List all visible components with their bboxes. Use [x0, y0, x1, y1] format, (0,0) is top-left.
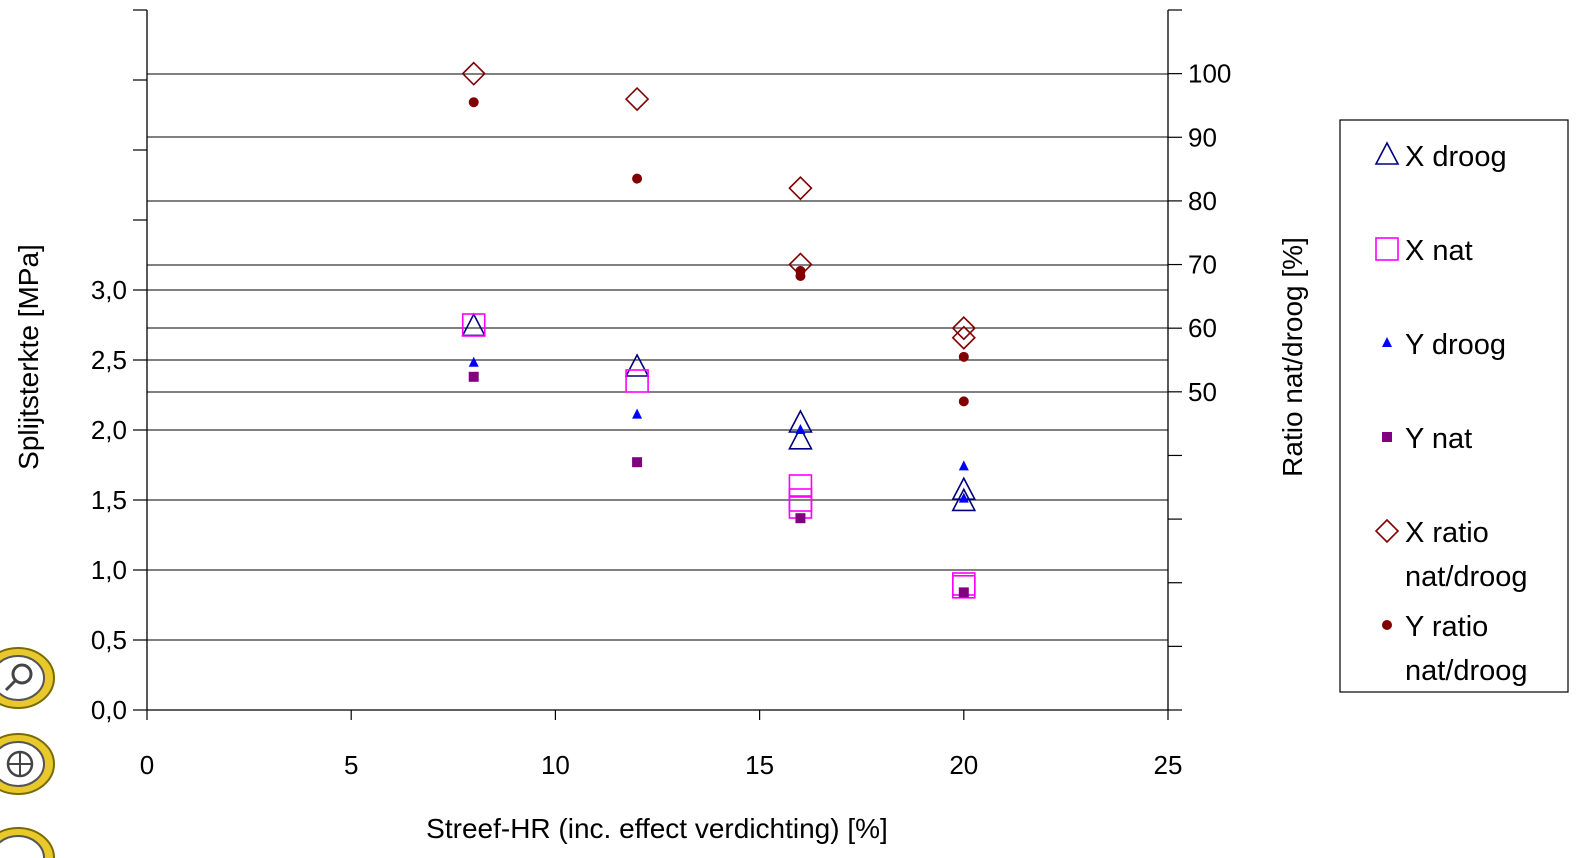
y2-tick-label: 80	[1188, 186, 1217, 216]
y2-tick-label: 60	[1188, 313, 1217, 343]
data-point-series-2	[795, 424, 806, 434]
data-point-series-4	[461, 61, 486, 86]
y-axis-title: Splijtsterkte [MPa]	[13, 244, 44, 470]
axes	[133, 9, 1182, 720]
y-tick-label: 0,5	[91, 625, 127, 655]
data-point-series-5	[632, 173, 643, 184]
x-tick-label: 0	[140, 750, 154, 780]
data-point-series-2	[468, 356, 479, 367]
x-tick-label: 10	[541, 750, 570, 780]
y-tick-label: 0,0	[91, 695, 127, 725]
data-point-series-1	[788, 474, 813, 498]
data-point-series-2	[632, 408, 643, 419]
data-point-series-1	[625, 369, 649, 393]
legend-marker	[1375, 237, 1399, 261]
data-point-series-2	[958, 492, 969, 503]
data-point-series-4	[951, 316, 976, 341]
gridlines	[147, 73, 1168, 641]
zoom-icon[interactable]	[0, 647, 55, 709]
data-point-series-3	[958, 587, 969, 598]
y-tick-label: 3,0	[91, 275, 127, 305]
legend-label: Y nat	[1405, 423, 1472, 455]
y-tick-label: 1,0	[91, 555, 127, 585]
toolbar	[0, 647, 55, 858]
y-tick-label: 1,5	[91, 485, 127, 515]
data-point-series-4	[788, 176, 813, 201]
legend-label-line2: nat/droog	[1405, 655, 1528, 687]
data-point-series-5	[958, 351, 969, 362]
legend-label: Y droog	[1405, 329, 1506, 361]
legend-marker	[1382, 432, 1392, 442]
y-tick-labels: 0,0 0,5 1,0 1,5 2,0 2,5 3,0	[91, 275, 127, 725]
legend: X droog X nat Y droog Y nat X ratio nat/droog…	[1339, 119, 1569, 693]
legend-box	[1339, 119, 1569, 693]
data-point-series-4	[624, 86, 650, 112]
x-tick-label: 20	[949, 750, 978, 780]
legend-label: X droog	[1405, 141, 1507, 173]
y2-tick-labels: 50 60 70 80 90 100	[1188, 59, 1231, 407]
data-points	[461, 61, 977, 599]
pan-icon[interactable]	[0, 733, 55, 795]
x-tick-label: 25	[1154, 750, 1183, 780]
data-point-series-0	[461, 312, 487, 337]
y2-tick-label: 90	[1188, 122, 1217, 152]
legend-label: Y ratio	[1405, 611, 1488, 643]
y2-tick-label: 70	[1188, 250, 1217, 280]
data-point-series-4	[951, 325, 976, 350]
x-tick-labels: 0 5 10 15 20 25	[140, 750, 1183, 780]
x-tick-label: 15	[745, 750, 774, 780]
data-point-series-0	[951, 487, 977, 512]
data-point-series-3	[795, 513, 806, 524]
x-tick-label: 5	[344, 750, 358, 780]
data-point-series-5	[795, 271, 806, 281]
legend-marker	[1374, 518, 1400, 544]
legend-label: X nat	[1405, 235, 1473, 267]
legend-label: X ratio	[1405, 517, 1489, 549]
data-point-series-3	[632, 457, 643, 468]
data-point-series-5	[958, 396, 969, 407]
data-point-series-0	[624, 353, 650, 377]
y2-tick-label: 50	[1188, 377, 1217, 407]
legend-marker	[1374, 141, 1400, 165]
tool-icon[interactable]	[0, 827, 55, 858]
y-tick-label: 2,5	[91, 345, 127, 375]
legend-label-line2: nat/droog	[1405, 561, 1528, 593]
data-point-series-0	[788, 426, 813, 450]
data-point-series-3	[468, 371, 479, 382]
data-point-series-5	[468, 97, 479, 108]
x-axis-title: Streef-HR (inc. effect verdichting) [%]	[426, 813, 888, 844]
data-point-series-2	[958, 460, 969, 471]
data-point-series-1	[951, 574, 976, 599]
y2-tick-label: 100	[1188, 59, 1231, 89]
data-point-series-1	[461, 313, 486, 337]
y-tick-label: 2,0	[91, 415, 127, 445]
y2-axis-title: Ratio nat/droog [%]	[1277, 237, 1308, 477]
legend-marker	[1382, 337, 1392, 347]
legend-marker	[1382, 620, 1392, 630]
